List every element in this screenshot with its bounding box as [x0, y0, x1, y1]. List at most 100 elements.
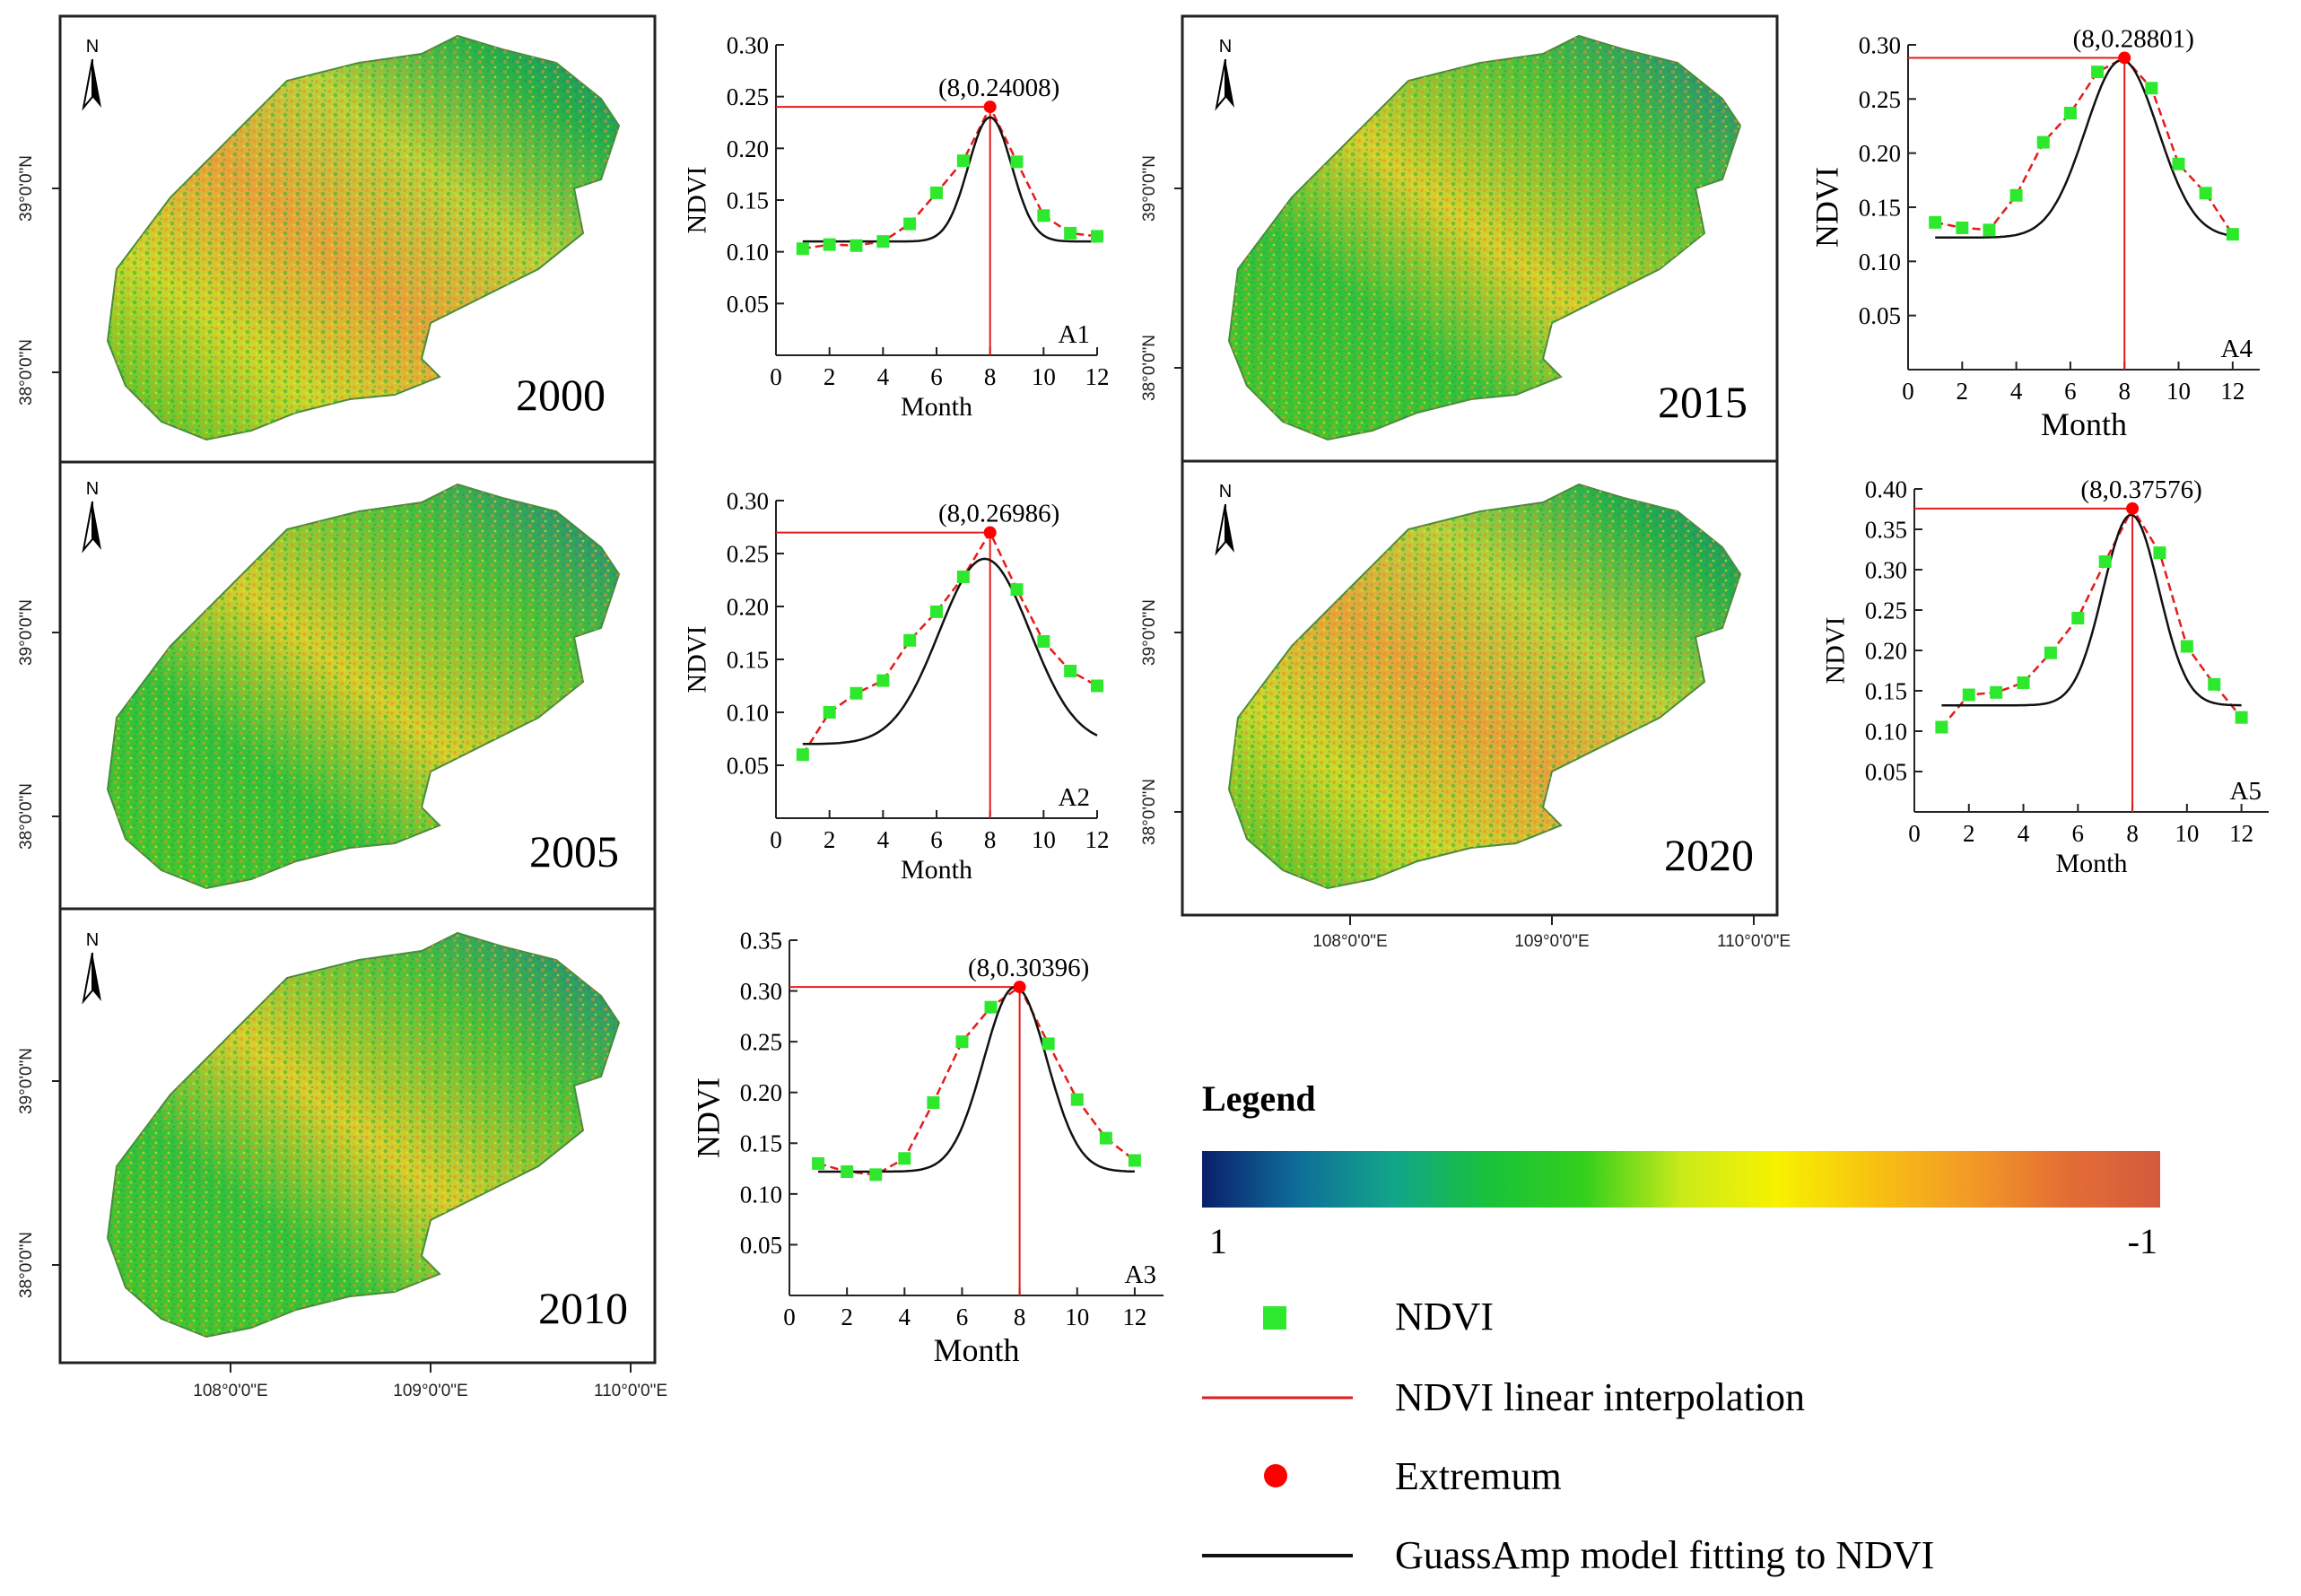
ndvi-point — [1128, 1154, 1141, 1167]
x-tick-label: 12 — [2220, 378, 2244, 405]
ndvi-point — [796, 748, 809, 762]
lon-label: 108°0'0"E — [1312, 932, 1387, 951]
y-tick-label: 0.20 — [1859, 140, 1901, 167]
lat-label: 39°0'0"N — [17, 1048, 36, 1114]
y-tick-label: 0.25 — [727, 83, 769, 110]
y-tick-label: 0.05 — [1859, 302, 1901, 329]
panel-id-label: A3 — [1125, 1260, 1156, 1289]
extremum-point — [983, 526, 997, 539]
chart-A1: 0.05 0.10 0.15 0.20 0.25 0.30 0 2 4 6 8 10 12 Month ND… — [683, 31, 1110, 422]
y-tick-label: 0.10 — [1859, 249, 1901, 275]
lon-label: 109°0'0"E — [1514, 932, 1589, 951]
y-tick-label: 0.20 — [727, 593, 769, 620]
legend-title: Legend — [1202, 1078, 1316, 1119]
y-tick-label: 0.15 — [1865, 677, 1907, 704]
ndvi-point — [876, 674, 890, 687]
y-axis-label: NDVI — [691, 1077, 727, 1158]
ndvi-point — [796, 242, 809, 256]
lat-label: 39°0'0"N — [1140, 155, 1159, 222]
x-tick-label: 0 — [1902, 378, 1914, 405]
ndvi-point — [2044, 646, 2057, 659]
panel-id-label: A1 — [1059, 320, 1090, 349]
x-tick-label: 6 — [930, 363, 943, 390]
lat-label: 39°0'0"N — [17, 155, 36, 222]
ndvi-point — [930, 186, 943, 199]
ndvi-point — [2036, 135, 2050, 149]
map-year: 2010 — [538, 1283, 628, 1333]
x-axis-label: Month — [2055, 849, 2127, 878]
panel-id-label: A4 — [2221, 335, 2253, 363]
lat-label: 39°0'0"N — [17, 599, 36, 666]
gauss-fit-series — [802, 557, 1098, 746]
y-tick-label: 0.25 — [1859, 86, 1901, 113]
ndvi-point — [956, 154, 970, 168]
north-arrow: N — [82, 479, 101, 554]
ndvi-point — [984, 1000, 998, 1014]
extremum-label: (8,0.28801) — [2073, 24, 2194, 53]
ndvi-point — [955, 1035, 969, 1049]
y-tick-label: 0.30 — [1865, 556, 1907, 583]
y-tick-label: 0.20 — [740, 1079, 782, 1106]
ndvi-point — [1091, 679, 1103, 693]
lon-label: 109°0'0"E — [393, 1382, 467, 1400]
north-label: N — [86, 37, 99, 57]
y-tick-label: 0.10 — [727, 699, 769, 726]
y-tick-label: 0.10 — [1865, 718, 1907, 745]
lat-label: 38°0'0"N — [1140, 335, 1159, 401]
lon-label: 110°0'0"E — [594, 1382, 667, 1400]
panel-id-label: A5 — [2230, 777, 2262, 806]
gauss-fit-series — [818, 985, 1135, 1173]
linear-interpolation-series — [801, 529, 1098, 755]
lon-label: 108°0'0"E — [193, 1382, 267, 1400]
y-tick-label: 0.05 — [740, 1232, 782, 1259]
ndvi-point — [1983, 223, 1996, 237]
ndvi-point — [850, 686, 863, 700]
x-tick-label: 0 — [770, 363, 782, 390]
extremum-label: (8,0.26986) — [938, 500, 1059, 528]
panel-id-label: A2 — [1059, 783, 1090, 812]
x-tick-label: 4 — [2018, 820, 2030, 847]
x-tick-label: 2 — [824, 826, 836, 853]
ndvi-marker-icon — [1263, 1306, 1286, 1330]
ndvi-point — [1962, 688, 1975, 702]
x-tick-label: 12 — [1122, 1304, 1146, 1330]
ndvi-point — [1070, 1093, 1084, 1106]
map-panel-2015: N 2015 — [1181, 14, 1779, 463]
y-tick-label: 0.30 — [1859, 31, 1901, 58]
x-tick-label: 12 — [1085, 826, 1110, 853]
y-tick-label: 0.10 — [727, 239, 769, 266]
right-lat-labels: 39°0'0"N 38°0'0"N 39°0'0"N 38°0'0"N — [1140, 155, 1159, 845]
x-tick-label: 2 — [824, 363, 836, 390]
lat-label: 39°0'0"N — [1140, 599, 1159, 666]
x-tick-label: 4 — [877, 826, 890, 853]
gauss-fit-series — [1941, 513, 2242, 707]
ndvi-point — [930, 605, 943, 618]
x-tick-label: 10 — [2166, 378, 2191, 405]
ndvi-point — [1990, 685, 2003, 699]
x-tick-label: 0 — [783, 1304, 796, 1330]
y-tick-label: 0.15 — [1859, 194, 1901, 221]
ndvi-point — [869, 1168, 883, 1182]
map-panel-2000: N 2000 — [58, 14, 657, 464]
y-axis-label: NDVI — [1809, 167, 1845, 248]
map-panel-2020: N 2020 — [1181, 459, 1779, 917]
x-tick-label: 8 — [984, 826, 997, 853]
y-tick-label: 0.15 — [727, 646, 769, 673]
x-tick-label: 8 — [2118, 378, 2131, 405]
legend-min-label: 1 — [1209, 1221, 1227, 1261]
left-lat-labels: 39°0'0"N 38°0'0"N 39°0'0"N 38°0'0"N 39°0… — [17, 155, 36, 1298]
x-tick-label: 8 — [1014, 1304, 1026, 1330]
y-tick-label: 0.15 — [727, 187, 769, 214]
north-label: N — [1219, 482, 1232, 501]
map-frame — [1181, 459, 1779, 917]
north-arrow: N — [1215, 482, 1234, 556]
x-tick-label: 4 — [2010, 378, 2023, 405]
lon-ticks-right — [1174, 188, 1755, 925]
north-label: N — [86, 930, 99, 950]
north-arrow: N — [82, 37, 101, 111]
legend-max-label: -1 — [2128, 1221, 2157, 1261]
y-tick-label: 0.05 — [1865, 758, 1907, 785]
y-tick-label: 0.40 — [1865, 475, 1907, 502]
chart-A4: 0.05 0.10 0.15 0.20 0.25 0.30 0 2 4 6 8 10 12 Month ND… — [1809, 24, 2260, 442]
y-tick-label: 0.30 — [740, 978, 782, 1005]
